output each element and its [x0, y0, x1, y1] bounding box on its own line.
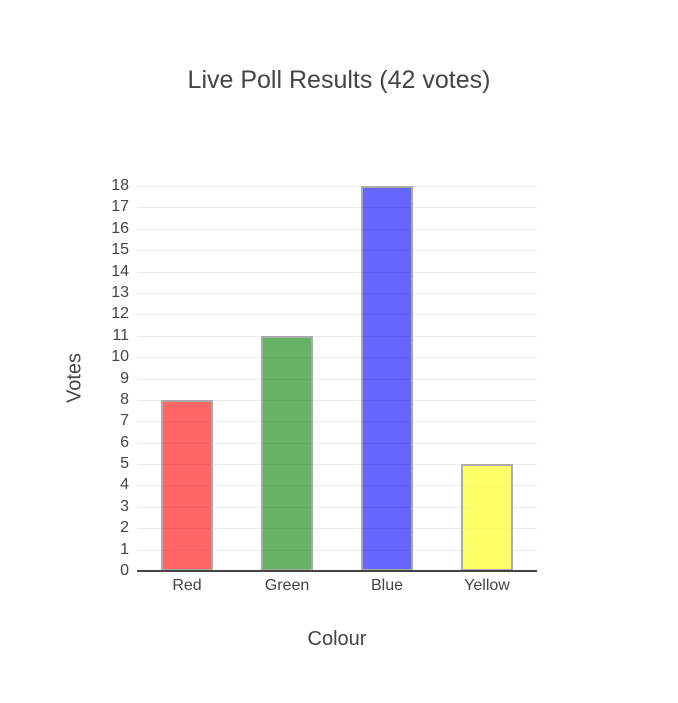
- bar-green[interactable]: [261, 335, 313, 571]
- x-axis-zero-line: [137, 570, 537, 572]
- x-tick-label-blue: Blue: [370, 577, 404, 594]
- gridline-y-8: [137, 399, 537, 401]
- gridline-y-4: [137, 485, 537, 487]
- gridline-y-10: [137, 357, 537, 359]
- gridline-y-13: [137, 292, 537, 294]
- gridline-y-5: [137, 464, 537, 466]
- gridline-y-7: [137, 421, 537, 423]
- y-tick-label-3: 3: [120, 497, 129, 515]
- gridline-y-14: [137, 271, 537, 273]
- y-tick-label-1: 1: [120, 540, 129, 558]
- y-axis-tick-labels: 0 1 2 3 4 5 6 7 8 9 10 11 12 13 14 15 16 17 18: [0, 177, 129, 579]
- gridline-y-11: [137, 335, 537, 337]
- y-tick-label-7: 7: [120, 412, 129, 430]
- chart-title: Live Poll Results (42 votes): [187, 66, 491, 94]
- y-tick-label-15: 15: [111, 241, 129, 259]
- gridline-y-16: [137, 228, 537, 230]
- x-tick-label-yellow: Yellow: [464, 577, 510, 594]
- y-tick-label-10: 10: [111, 348, 129, 366]
- gridline-y-17: [137, 207, 537, 209]
- gridline-y-1: [137, 549, 537, 551]
- bar-yellow[interactable]: [461, 464, 513, 571]
- y-tick-label-12: 12: [111, 305, 129, 323]
- bar-red[interactable]: [161, 399, 213, 571]
- y-tick-label-6: 6: [120, 433, 129, 451]
- gridline-y-6: [137, 442, 537, 444]
- y-tick-label-16: 16: [111, 219, 129, 237]
- gridline-y-3: [137, 506, 537, 508]
- x-tick-label-green: Green: [264, 577, 310, 594]
- y-tick-label-5: 5: [120, 455, 129, 473]
- x-axis-title: Colour: [307, 628, 367, 650]
- gridline-y-9: [137, 378, 537, 380]
- y-tick-label-0: 0: [120, 562, 129, 579]
- gridline-y-18: [137, 186, 537, 187]
- y-tick-label-17: 17: [111, 198, 129, 216]
- y-tick-label-13: 13: [111, 283, 129, 301]
- y-tick-label-18: 18: [111, 177, 129, 194]
- gridline-y-2: [137, 528, 537, 530]
- y-tick-label-2: 2: [120, 519, 129, 537]
- bar-blue[interactable]: [361, 186, 413, 571]
- y-tick-label-11: 11: [112, 326, 129, 344]
- x-axis-tick-labels: Red Green Blue Yellow: [0, 577, 678, 599]
- y-tick-label-14: 14: [111, 262, 129, 280]
- gridline-y-15: [137, 250, 537, 252]
- y-tick-label-8: 8: [120, 390, 129, 408]
- y-tick-label-4: 4: [120, 476, 129, 494]
- plot-area[interactable]: [137, 186, 537, 572]
- x-tick-label-red: Red: [172, 577, 202, 594]
- gridline-y-12: [137, 314, 537, 316]
- y-tick-label-9: 9: [120, 369, 129, 387]
